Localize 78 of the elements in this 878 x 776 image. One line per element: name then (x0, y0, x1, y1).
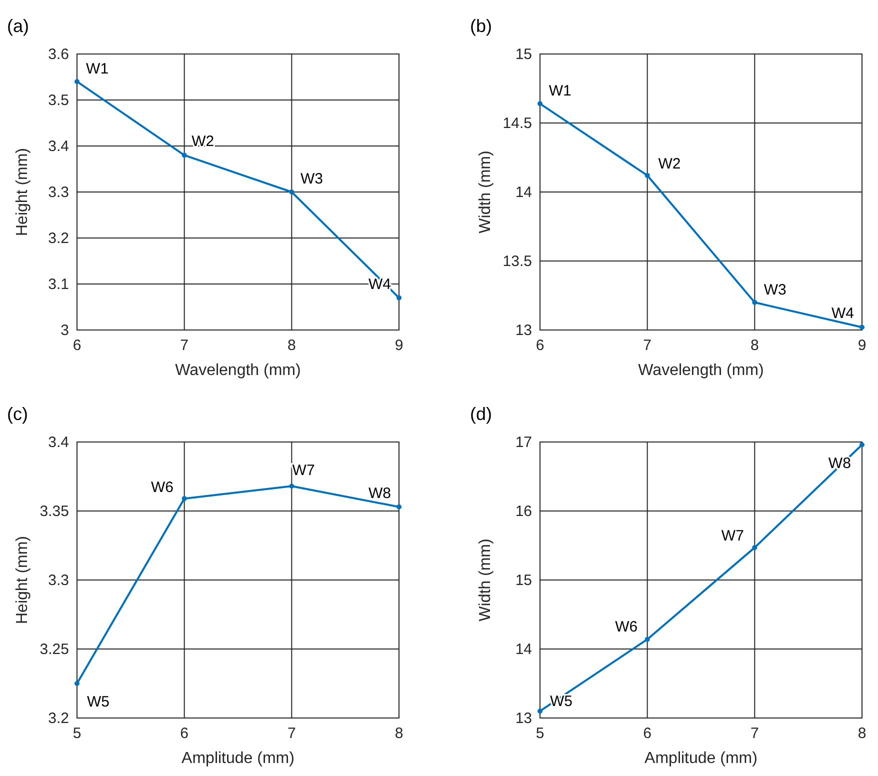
y-tick-label: 17 (515, 434, 532, 451)
annotation: W1 (86, 60, 109, 78)
y-tick-label: 16 (515, 503, 532, 520)
x-tick-label: 8 (394, 725, 404, 742)
point (74, 681, 80, 686)
y-tick-label: 14 (515, 184, 532, 201)
x-tick-label: 6 (643, 725, 652, 742)
y-tick-label: 3.5 (48, 92, 69, 109)
point (74, 79, 80, 84)
point (644, 636, 650, 642)
y-tick-label: 14 (515, 641, 532, 658)
point (538, 101, 542, 106)
x-tick-label: 8 (750, 337, 759, 354)
x-tick-label: 7 (180, 337, 189, 354)
x-tick-label: 6 (536, 337, 544, 354)
y-tick-label: 15 (515, 572, 532, 589)
point (538, 708, 542, 714)
x-tick-label: 9 (858, 337, 866, 354)
x-axis-title: Wavelength (mm) (175, 362, 301, 379)
y-tick-label: 3.3 (48, 572, 69, 589)
x-axis-title: Amplitude (mm) (182, 750, 294, 767)
y-tick-label: 13 (515, 322, 532, 339)
chart-title: (d) (470, 404, 492, 424)
y-tick-label: 3.35 (40, 503, 69, 520)
point (860, 442, 864, 448)
x-tick-label: 9 (394, 337, 404, 354)
x-tick-label: 5 (536, 725, 544, 742)
annotation: W3 (764, 281, 786, 298)
y-tick-label: 3.2 (48, 710, 69, 727)
point (752, 300, 758, 305)
x-tick-label: 8 (858, 725, 866, 742)
annotation: W8 (368, 484, 391, 502)
point (289, 484, 294, 489)
annotation: W7 (721, 528, 744, 545)
point (860, 324, 864, 330)
point (644, 172, 650, 178)
annotation: W5 (87, 694, 110, 710)
y-tick-label: 3 (60, 322, 69, 339)
y-tick-label: 3.2 (48, 230, 69, 247)
y-tick-label: 13.5 (502, 253, 532, 270)
y-tick-label: 13 (515, 710, 532, 727)
y-tick-label: 3.4 (48, 138, 69, 155)
annotation: W6 (615, 618, 638, 636)
x-tick-label: 7 (750, 725, 759, 742)
x-tick-label: 7 (643, 337, 652, 354)
x-tick-label: 7 (287, 725, 296, 742)
y-axis-title: Width (mm) (477, 538, 494, 622)
y-tick-label: 15 (515, 46, 532, 63)
point (182, 152, 187, 158)
y-axis-title: Width (mm) (477, 150, 494, 234)
point (752, 545, 758, 550)
y-tick-label: 3.3 (48, 184, 69, 201)
annotation: W6 (151, 478, 174, 496)
y-tick-label: 14.5 (502, 115, 532, 132)
x-tick-label: 6 (180, 725, 189, 742)
x-tick-label: 5 (72, 725, 82, 742)
y-tick-label: 3.6 (48, 46, 69, 63)
y-tick-label: 3.4 (48, 434, 69, 451)
annotation: W7 (292, 462, 315, 480)
y-tick-label: 3.25 (40, 641, 69, 658)
annotation: W1 (548, 82, 572, 100)
chart-title: (c) (7, 404, 28, 424)
x-axis-title: Wavelength (mm) (638, 362, 764, 379)
point (396, 295, 402, 300)
annotation: W2 (658, 156, 681, 173)
point (396, 504, 402, 510)
y-axis-title: Height (mm) (14, 148, 31, 236)
x-axis-title: Amplitude (mm) (644, 750, 758, 767)
chart-title: (b) (470, 16, 492, 36)
point (182, 496, 187, 502)
y-tick-label: 3.1 (48, 276, 69, 293)
chart-title: (a) (7, 16, 29, 36)
x-tick-label: 6 (72, 337, 82, 354)
y-axis-title: Height (mm) (14, 536, 31, 624)
x-tick-label: 8 (287, 337, 296, 354)
annotation: W4 (832, 305, 854, 322)
annotation: W3 (300, 170, 324, 188)
point (289, 190, 294, 194)
